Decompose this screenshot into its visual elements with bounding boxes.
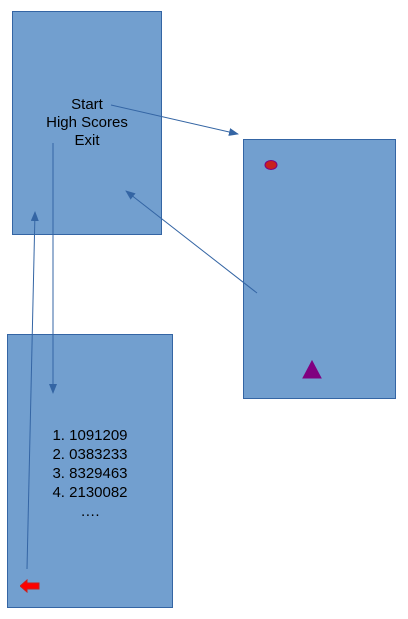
game-screen	[243, 139, 396, 399]
menu-item-exit[interactable]: Exit	[74, 132, 100, 149]
ellipse-enemy-icon	[264, 160, 278, 170]
menu-item-high-scores[interactable]: High Scores	[46, 114, 128, 131]
menu-screen: Start High Scores Exit	[12, 11, 162, 235]
score-ellipsis: ….	[80, 503, 100, 520]
score-entry-3: 3. 8329463	[52, 465, 128, 482]
back-arrow-icon[interactable]	[20, 579, 42, 593]
score-entry-1: 1. 1091209	[52, 427, 128, 444]
score-list: 1. 1091209 2. 0383233 3. 8329463 4. 2130…	[8, 426, 172, 521]
high-scores-screen: 1. 1091209 2. 0383233 3. 8329463 4. 2130…	[7, 334, 173, 608]
menu-list: Start High Scores Exit	[13, 96, 161, 150]
triangle-player-icon	[302, 359, 322, 379]
menu-item-start[interactable]: Start	[71, 96, 103, 113]
game-canvas	[264, 160, 322, 379]
score-entry-4: 4. 2130082	[52, 484, 128, 501]
score-entry-2: 2. 0383233	[52, 446, 128, 463]
